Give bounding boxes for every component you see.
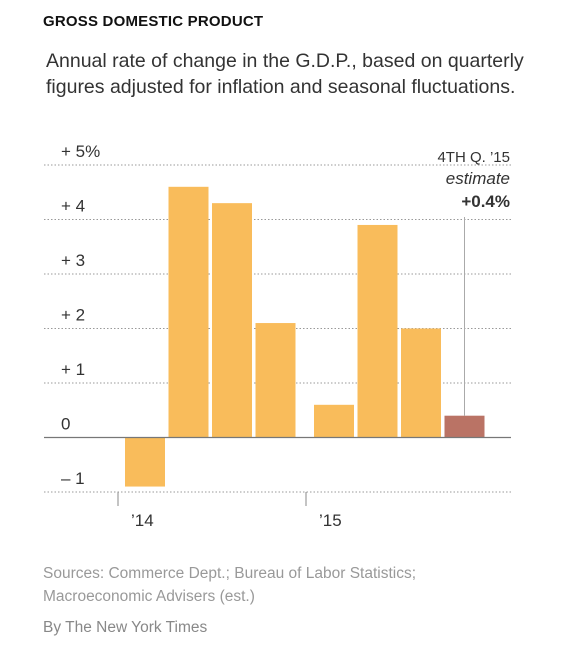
bar bbox=[357, 224, 398, 438]
bar-estimate bbox=[444, 415, 485, 438]
annotation-value: +0.4% bbox=[461, 192, 510, 211]
bar bbox=[255, 323, 296, 438]
y-tick-label: – 1 bbox=[61, 469, 85, 488]
x-tick-label: ’14 bbox=[131, 511, 154, 530]
bar bbox=[125, 437, 165, 487]
y-tick-label: + 2 bbox=[61, 306, 85, 325]
gdp-bar-chart: + 5% + 4 + 3 + 2 + 1 0 – 1 ’14 ’15 4TH Q. ’15 esti… bbox=[44, 142, 511, 530]
chart-subtitle: Annual rate of change in the G.D.P., bas… bbox=[46, 50, 524, 98]
y-tick-label: + 5% bbox=[61, 142, 100, 161]
bar bbox=[314, 404, 354, 438]
y-tick-label: + 3 bbox=[61, 251, 85, 270]
x-tick-label: ’15 bbox=[319, 511, 342, 530]
bar bbox=[212, 203, 252, 438]
chart-kicker: GROSS DOMESTIC PRODUCT bbox=[43, 13, 264, 30]
sources-note: Sources: Commerce Dept.; Bureau of Labor… bbox=[43, 565, 417, 605]
annotation-estimate: estimate bbox=[446, 169, 510, 188]
y-tick-label: + 1 bbox=[61, 360, 85, 379]
y-tick-label: + 4 bbox=[61, 197, 85, 216]
bar bbox=[168, 186, 209, 438]
bar bbox=[401, 328, 441, 438]
annotation-quarter: 4TH Q. ’15 bbox=[437, 149, 510, 166]
y-tick-label: 0 bbox=[61, 415, 70, 434]
byline-credit: By The New York Times bbox=[43, 619, 208, 636]
